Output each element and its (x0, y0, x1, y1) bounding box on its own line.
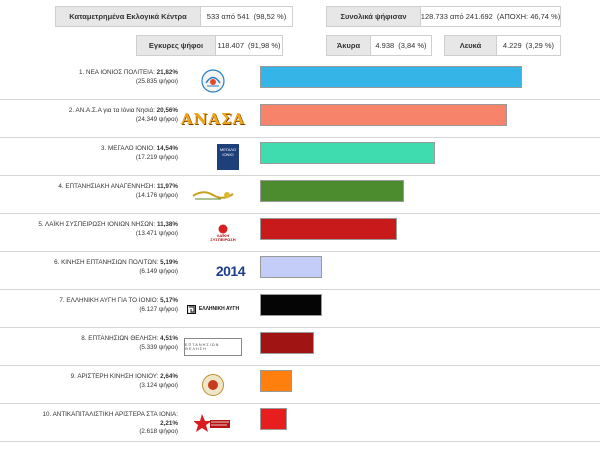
party-votes: (3.124 ψήφοι) (139, 381, 178, 389)
party-info: 8. ΕΠΤΑΝΗΣΙΩΝ ΘΕΛΗΣΗ: 4,51% (5.339 ψήφοι) (0, 335, 178, 352)
total-voted-value: 128.733 από 241.692 (420, 12, 493, 21)
party-info: 10. ΑΝΤΙΚΑΠΙΤΑΛΙΣΤΙΚΗ ΑΡΙΣΤΕΡΑ ΣΤΑ ΙΟΝΙΑ… (0, 411, 178, 437)
counted-centers-pct: (98,52 %) (253, 12, 287, 21)
nea-ionios-politeia-logo (181, 66, 245, 96)
invalid-votes-label: Άκυρα (326, 35, 371, 56)
anasa-logo: ΑΝΑΣΑ (180, 110, 246, 128)
eptanision-thelisi-logo: ΕΠΤΑΝΗΣΙΩΝ ΘΕΛΗΣΗ (181, 332, 245, 362)
party-votes: (13.471 ψήφοι) (135, 229, 178, 237)
aristeri-kinisi-logo (181, 370, 245, 400)
party-votes: (2.618 ψήφοι) (139, 428, 178, 435)
party-row: 10. ΑΝΤΙΚΑΠΙΤΑΛΙΣΤΙΚΗ ΑΡΙΣΤΕΡΑ ΣΤΑ ΙΟΝΙΑ… (0, 404, 600, 442)
invalid-votes-stat: Άκυρα 4.938 (3,84 %) (326, 35, 432, 56)
valid-votes-label: Εγκυρες ψήφοι (136, 35, 216, 56)
party-name: 6. ΚΙΝΗΣΗ ΕΠΤΑΝΗΣΙΩΝ ΠΟΛΙΤΩΝ: (54, 259, 159, 266)
party-name: 9. ΑΡΙΣΤΕΡΗ ΚΙΝΗΣΗ ΙΟΝΙΟΥ: (70, 373, 159, 380)
party-info: 5. ΛΑΪΚΗ ΣΥΣΠΕΙΡΩΣΗ ΙΟΝΙΩΝ ΝΗΣΩΝ: 11,38%… (0, 221, 178, 238)
laiki-syspeirosi-logo: ΛΑΪΚΗ ΣΥΣΠΕΙΡΩΣΗ (181, 218, 245, 248)
counted-centers-value: 533 από 541 (206, 12, 250, 21)
blank-votes-pct: (3,29 %) (525, 41, 555, 50)
party-votes: (14.176 ψήφοι) (135, 191, 178, 199)
party-votes: (24.349 ψήφοι) (135, 115, 178, 123)
invalid-votes-value: 4.938 (375, 41, 395, 50)
abstention-value: (ΑΠΟΧΗ: 46,74 %) (496, 12, 561, 21)
party-bar (260, 370, 292, 392)
elliniki-avgi-logo: ΕΛΛΗΝΙΚΗ ΑΥΓΗ (181, 294, 245, 324)
party-bar (260, 142, 435, 164)
party-bar (260, 218, 397, 240)
party-bar (260, 256, 322, 278)
party-bar (260, 332, 314, 354)
party-bar (260, 294, 322, 316)
valid-votes-value: 118.407 (217, 41, 245, 50)
blank-votes-label: Λευκά (444, 35, 497, 56)
party-info: 9. ΑΡΙΣΤΕΡΗ ΚΙΝΗΣΗ ΙΟΝΙΟΥ: 2,64% (3.124 ψ… (0, 373, 178, 390)
party-row: 4. ΕΠΤΑΝΗΣΙΑΚΗ ΑΝΑΓΕΝΝΗΣΗ: 11,97% (14.176… (0, 176, 600, 214)
party-pct: 11,97% (156, 183, 178, 190)
party-name: 5. ΛΑΪΚΗ ΣΥΣΠΕΙΡΩΣΗ ΙΟΝΙΩΝ ΝΗΣΩΝ: (38, 221, 156, 228)
party-name: 3. ΜΕΓΑΛΟ ΙΟΝΙΟ: (101, 145, 155, 152)
party-name: 1. ΝΕΑ ΙΟΝΙΟΣ ΠΟΛΙΤΕΙΑ: (79, 69, 155, 76)
party-pct: 20,56% (156, 107, 178, 114)
counted-centers-stat: Καταμετρημένα Εκλογικά Κέντρα 533 από 54… (55, 6, 293, 27)
party-info: 3. ΜΕΓΑΛΟ ΙΟΝΙΟ: 14,54% (17.219 ψήφοι) (0, 145, 178, 162)
party-name: 4. ΕΠΤΑΝΗΣΙΑΚΗ ΑΝΑΓΕΝΝΗΣΗ: (58, 183, 156, 190)
party-bar (260, 408, 287, 430)
valid-votes-pct: (91,98 %) (248, 41, 281, 50)
party-row: 9. ΑΡΙΣΤΕΡΗ ΚΙΝΗΣΗ ΙΟΝΙΟΥ: 2,64% (3.124 ψ… (0, 366, 600, 404)
party-row: 3. ΜΕΓΑΛΟ ΙΟΝΙΟ: 14,54% (17.219 ψήφοι) ΜΕ… (0, 138, 600, 176)
party-pct: 5,17% (160, 297, 178, 304)
party-row: 2. ΑΝ.Α.Σ.Α για τα Ιόνια Νησιά: 20,56% (2… (0, 100, 600, 138)
kinisi-eptanision-politon-logo: 2014 (215, 263, 246, 279)
party-pct: 5,19% (160, 259, 178, 266)
party-pct: 14,54% (156, 145, 178, 152)
blank-votes-value: 4.229 (502, 41, 522, 50)
party-votes: (25.835 ψήφοι) (135, 77, 178, 85)
party-name: 7. ΕΛΛΗΝΙΚΗ ΑΥΓΗ ΓΙΑ ΤΟ ΙΟΝΙΟ: (59, 297, 159, 304)
party-info: 7. ΕΛΛΗΝΙΚΗ ΑΥΓΗ ΓΙΑ ΤΟ ΙΟΝΙΟ: 5,17% (6.1… (0, 297, 178, 314)
party-row: 5. ΛΑΪΚΗ ΣΥΣΠΕΙΡΩΣΗ ΙΟΝΙΩΝ ΝΗΣΩΝ: 11,38%… (0, 214, 600, 252)
party-bar (260, 104, 507, 126)
eptanisiaki-anagennisi-logo (181, 180, 245, 210)
blank-votes-stat: Λευκά 4.229 (3,29 %) (444, 35, 561, 56)
party-row: 1. ΝΕΑ ΙΟΝΙΟΣ ΠΟΛΙΤΕΙΑ: 21,82% (25.835 ψή… (0, 62, 600, 100)
total-voted-stat: Συνολικά ψήφισαν 128.733 από 241.692 (ΑΠ… (326, 6, 561, 27)
party-info: 2. ΑΝ.Α.Σ.Α για τα Ιόνια Νησιά: 20,56% (2… (0, 107, 178, 124)
party-votes: (5.339 ψήφοι) (139, 343, 178, 351)
party-votes: (17.219 ψήφοι) (135, 153, 178, 161)
party-name: 10. ΑΝΤΙΚΑΠΙΤΑΛΙΣΤΙΚΗ ΑΡΙΣΤΕΡΑ ΣΤΑ ΙΟΝΙΑ… (42, 411, 178, 418)
party-info: 1. ΝΕΑ ΙΟΝΙΟΣ ΠΟΛΙΤΕΙΑ: 21,82% (25.835 ψή… (0, 69, 178, 86)
party-pct: 2,21% (160, 419, 178, 427)
valid-votes-stat: Εγκυρες ψήφοι 118.407 (91,98 %) (136, 35, 283, 56)
party-row: 7. ΕΛΛΗΝΙΚΗ ΑΥΓΗ ΓΙΑ ΤΟ ΙΟΝΙΟ: 5,17% (6.1… (0, 290, 600, 328)
total-voted-label: Συνολικά ψήφισαν (326, 6, 421, 27)
party-bar (260, 66, 522, 88)
party-pct: 2,64% (160, 373, 178, 380)
party-votes: (6.149 ψήφοι) (139, 267, 178, 275)
megalo-ionio-logo: ΜΕΓΑΛΟ ΙΟΝΙΟ (181, 142, 245, 172)
invalid-votes-pct: (3,84 %) (398, 41, 427, 50)
party-pct: 4,51% (160, 335, 178, 342)
antikapitalistiki-aristera-logo (181, 408, 245, 438)
counted-centers-label: Καταμετρημένα Εκλογικά Κέντρα (55, 6, 201, 27)
party-votes: (6.127 ψήφοι) (139, 305, 178, 313)
party-info: 4. ΕΠΤΑΝΗΣΙΑΚΗ ΑΝΑΓΕΝΝΗΣΗ: 11,97% (14.176… (0, 183, 178, 200)
party-pct: 21,82% (156, 69, 178, 76)
party-name: 8. ΕΠΤΑΝΗΣΙΩΝ ΘΕΛΗΣΗ: (81, 335, 159, 342)
party-info: 6. ΚΙΝΗΣΗ ΕΠΤΑΝΗΣΙΩΝ ΠΟΛΙΤΩΝ: 5,19% (6.14… (0, 259, 178, 276)
party-row: 8. ΕΠΤΑΝΗΣΙΩΝ ΘΕΛΗΣΗ: 4,51% (5.339 ψήφοι)… (0, 328, 600, 366)
party-row: 6. ΚΙΝΗΣΗ ΕΠΤΑΝΗΣΙΩΝ ΠΟΛΙΤΩΝ: 5,19% (6.14… (0, 252, 600, 290)
party-name: 2. ΑΝ.Α.Σ.Α για τα Ιόνια Νησιά: (68, 107, 155, 114)
party-bar (260, 180, 404, 202)
party-pct: 11,38% (156, 221, 178, 228)
